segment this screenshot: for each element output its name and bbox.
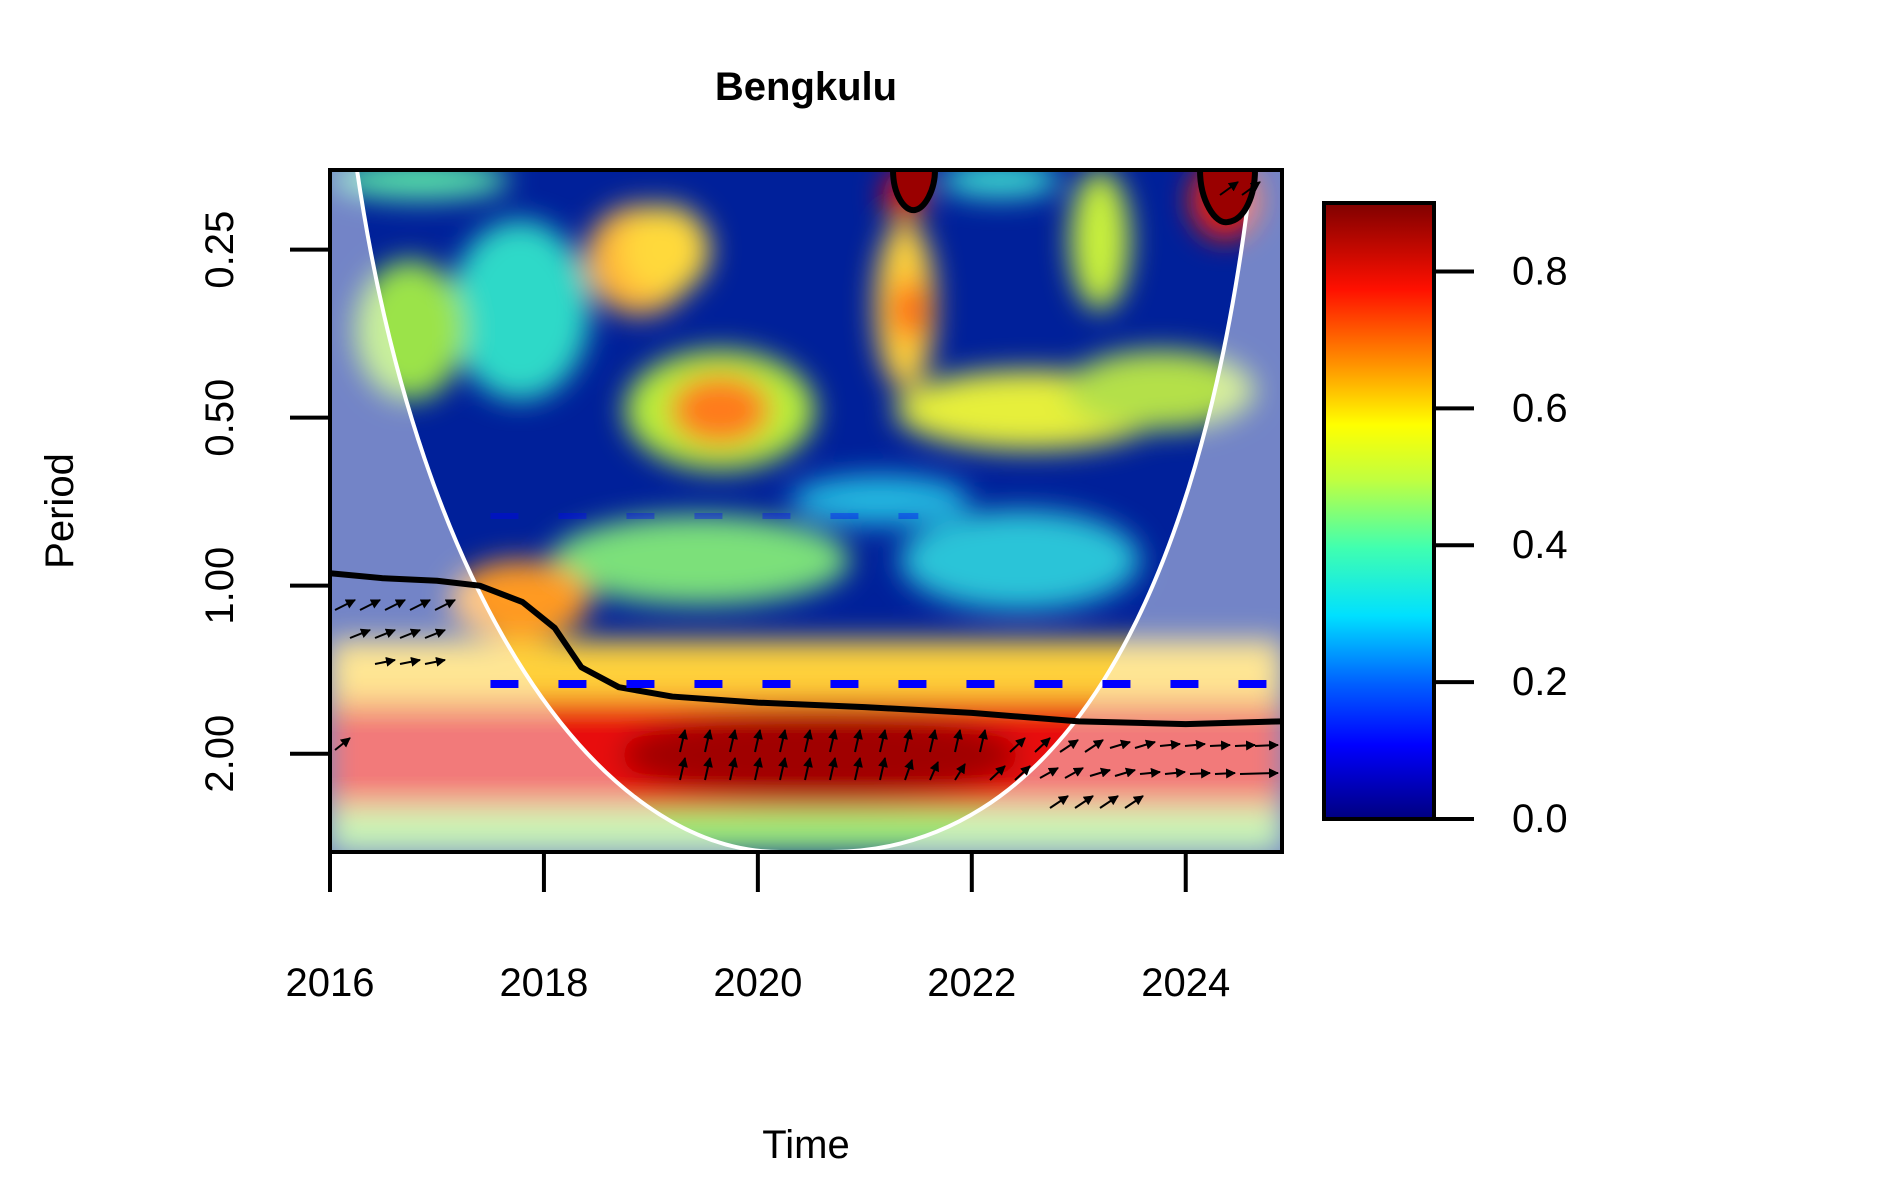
x-tick-label: 2022	[927, 961, 1016, 1005]
series-line	[330, 570, 1282, 728]
y-tick-label: 0.25	[198, 211, 242, 289]
y-tick-label: 0.50	[198, 379, 242, 457]
colorbar: 0.0 0.2 0.4 0.6 0.8	[1322, 201, 1568, 841]
y-axis: 0.25 0.50 1.00 2.00	[198, 211, 330, 793]
x-axis-label: Time	[762, 1123, 849, 1167]
chart-title: Bengkulu	[715, 65, 897, 109]
colorbar-gradient	[1322, 201, 1436, 821]
colorbar-tick-label: 0.2	[1512, 660, 1568, 704]
x-axis: 2016 2018 2020 2022 2024	[286, 852, 1230, 1005]
x-tick-label: 2018	[499, 961, 588, 1005]
colorbar-ticks: 0.0 0.2 0.4 0.6 0.8	[1434, 249, 1568, 841]
coi-shade	[330, 170, 1282, 852]
colorbar-tick-label: 0.8	[1512, 249, 1568, 293]
x-tick-label: 2024	[1141, 961, 1230, 1005]
y-tick-label: 1.00	[198, 547, 242, 625]
power-blobs	[330, 170, 1282, 852]
y-tick-label: 2.00	[198, 715, 242, 793]
plot-area	[330, 170, 1282, 852]
y-axis-label: Period	[38, 453, 82, 569]
series-layer	[330, 512, 1282, 728]
coi-line	[355, 170, 1254, 852]
colorbar-tick-label: 0.4	[1512, 523, 1568, 567]
phase-arrows	[334, 181, 1279, 809]
x-tick-label: 2016	[286, 961, 375, 1005]
colorbar-tick-label: 0.0	[1512, 797, 1568, 841]
plot-frame	[328, 168, 1284, 854]
significance-contour	[1197, 170, 1258, 226]
colorbar-tick-label: 0.6	[1512, 386, 1568, 430]
x-tick-label: 2020	[713, 961, 802, 1005]
significance-contour	[890, 170, 938, 214]
